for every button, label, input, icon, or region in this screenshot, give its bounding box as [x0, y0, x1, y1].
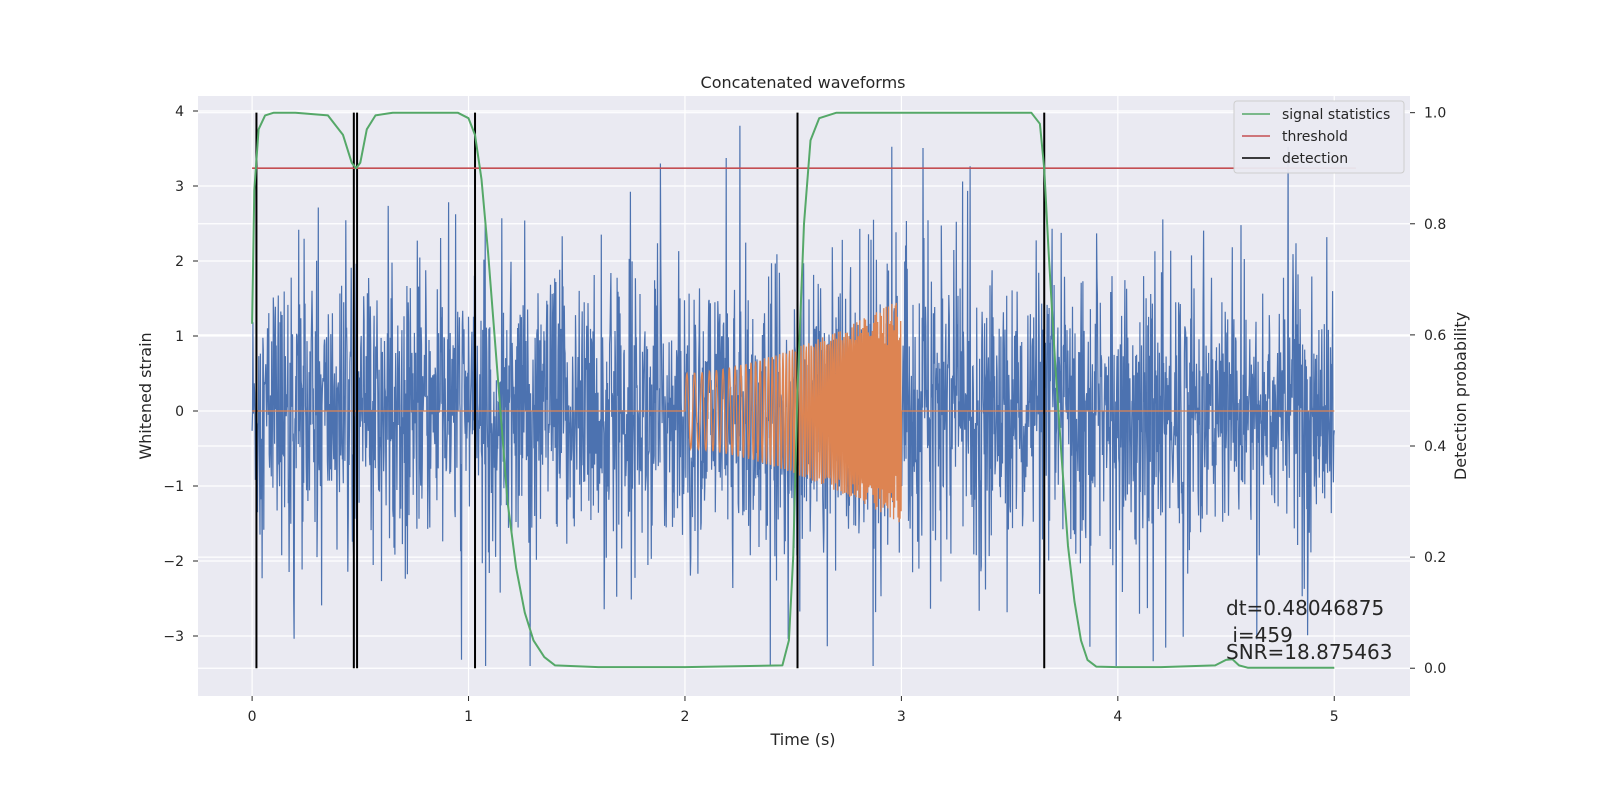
x-axis-label: Time (s) — [769, 730, 835, 749]
y2-tick-label-0: 0.0 — [1424, 661, 1446, 677]
y-tick-label-1: −2 — [163, 554, 184, 570]
y-tick-label-7: 4 — [175, 104, 184, 120]
y2-tick-label-2: 0.4 — [1424, 439, 1446, 455]
signal-statistics-line — [251, 111, 1335, 669]
y-tick-label-2: −1 — [163, 479, 184, 495]
y-tick-label-4: 1 — [175, 329, 184, 345]
y-tick-label-0: −3 — [163, 629, 184, 645]
x-axis-ticks: 0 1 2 3 4 5 — [248, 696, 1339, 725]
x-tick-label-4: 4 — [1113, 709, 1122, 725]
y2-tick-label-4: 0.8 — [1424, 217, 1446, 233]
legend-label-threshold: threshold — [1282, 129, 1348, 145]
stats-annotation: dt=0.48046875 i=459 SNR=18.875463 — [1226, 596, 1392, 664]
y-tick-label-3: 0 — [175, 404, 184, 420]
annotation-index: i=459 — [1226, 623, 1293, 647]
legend-label-detection: detection — [1282, 151, 1348, 167]
injection-series — [252, 302, 1335, 523]
signal-statistics-series — [251, 111, 1335, 669]
y2-tick-label-1: 0.2 — [1424, 550, 1446, 566]
y-axis-ticks: −3 −2 −1 0 1 2 3 4 — [163, 104, 198, 645]
injection-line — [252, 302, 1335, 523]
chart-title: Concatenated waveforms — [701, 73, 906, 92]
y2-axis-label: Detection probability — [1451, 312, 1470, 480]
x-tick-label-5: 5 — [1330, 709, 1339, 725]
y2-tick-label-3: 0.6 — [1424, 328, 1446, 344]
y-tick-label-6: 3 — [175, 179, 184, 195]
y-axis-label: Whitened strain — [136, 332, 155, 459]
legend: signal statistics threshold detection — [1233, 100, 1405, 174]
legend-label-signal-statistics: signal statistics — [1282, 107, 1390, 123]
annotation-dt: dt=0.48046875 — [1226, 596, 1384, 620]
x-tick-label-0: 0 — [248, 709, 257, 725]
annotation-snr: SNR=18.875463 — [1226, 640, 1392, 664]
y2-axis-ticks: 0.0 0.2 0.4 0.6 0.8 1.0 — [1410, 106, 1446, 677]
x-tick-label-1: 1 — [464, 709, 473, 725]
x-tick-label-3: 3 — [897, 709, 906, 725]
y2-tick-label-5: 1.0 — [1424, 106, 1446, 122]
y-tick-label-5: 2 — [175, 254, 184, 270]
legend-box — [1233, 100, 1405, 174]
x-tick-label-2: 2 — [681, 709, 690, 725]
